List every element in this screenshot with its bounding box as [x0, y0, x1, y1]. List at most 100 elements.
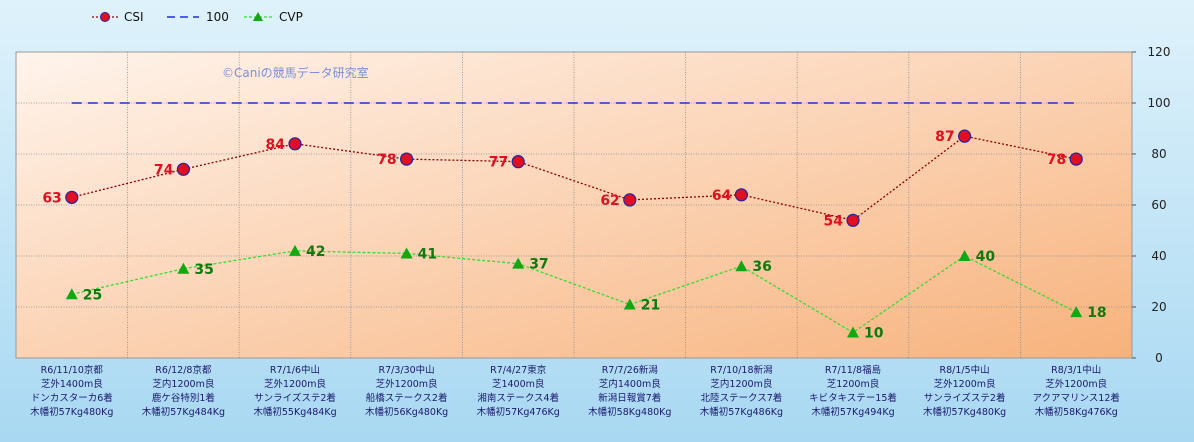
series-line-csi: [71, 135, 1077, 222]
x-tick-line: R7/1/6中山: [270, 364, 320, 376]
data-label: 63: [42, 190, 61, 206]
watermark: ©Caniの競馬データ研究室: [222, 65, 369, 80]
x-tick-line: R7/10/18新潟: [710, 364, 772, 376]
x-tick-line: R8/1/5中山: [940, 364, 990, 376]
x-tick-line: 芝外1400m良: [41, 378, 103, 390]
data-label: 62: [600, 193, 619, 209]
data-label: 84: [266, 137, 286, 153]
data-label: 10: [864, 326, 884, 342]
x-tick-line: 木幡初58Kg480Kg: [588, 406, 671, 418]
legend: CSI 100 CVP: [92, 10, 303, 24]
y-tick-label: 60: [1151, 198, 1166, 212]
x-tick-line: 湘南ステークス4着: [477, 392, 559, 404]
data-point: [65, 288, 78, 300]
data-label: 37: [529, 257, 548, 273]
data-label: 35: [194, 262, 213, 278]
legend-label-cvp: CVP: [279, 10, 303, 24]
x-tick-line: R6/12/8京都: [155, 364, 212, 376]
data-label: 54: [824, 213, 844, 229]
x-tick-line: 芝外1200m良: [376, 378, 438, 390]
data-label: 64: [712, 188, 732, 204]
x-tick-line: 木幡初55Kg484Kg: [253, 406, 336, 418]
x-tick-line: 芝内1200m良: [710, 378, 772, 390]
series-cvp: 25 35 42 41 37 21 36 10 40 18: [65, 244, 1107, 342]
data-point: [176, 162, 190, 176]
x-tick-line: 木幡初57Kg476Kg: [477, 406, 560, 418]
x-tick-line: R8/3/1中山: [1051, 364, 1101, 376]
data-point: [177, 262, 190, 274]
legend-item-100: 100: [167, 10, 229, 24]
x-tick-line: アクアマリンス12着: [1032, 392, 1119, 404]
data-point: [511, 155, 525, 169]
data-label: 36: [752, 259, 771, 275]
data-point: [65, 190, 79, 204]
x-tick-line: 北陸ステークス7着: [701, 392, 783, 404]
x-tick-line: 鹿ケ谷特別1着: [152, 392, 215, 404]
legend-item-cvp: CVP: [244, 10, 303, 24]
data-point: [957, 129, 972, 143]
data-point: [400, 152, 414, 166]
series: 63 74 84 78 77 62 64 54 87 78 25 35 42 41 37 21 36 10 40 18: [42, 102, 1107, 342]
x-tick-line: 木幡初57Kg480Kg: [30, 406, 113, 418]
data-point: [847, 326, 859, 338]
x-tick-line: サンライズステ2着: [254, 392, 336, 404]
legend-item-csi: CSI: [92, 10, 144, 24]
x-tick-line: 木幡初57Kg480Kg: [923, 406, 1006, 418]
x-tick-line: 芝外1200m良: [264, 378, 326, 390]
y-tick-label: 100: [1148, 96, 1171, 110]
x-tick-line: キビタキステー15着: [809, 392, 897, 404]
data-label: 74: [154, 162, 174, 178]
data-point: [846, 213, 860, 227]
data-point: [623, 193, 637, 207]
y-tick-label: 80: [1151, 147, 1166, 161]
data-label: 42: [306, 244, 325, 260]
y-tick-label: 40: [1151, 249, 1166, 263]
x-tick-line: R7/7/26新潟: [602, 364, 658, 376]
x-tick-line: 木幡初58Kg476Kg: [1035, 406, 1118, 418]
data-point: [958, 250, 971, 261]
y-tick-label: 20: [1151, 300, 1166, 314]
data-label: 21: [641, 297, 660, 313]
data-point: [1070, 306, 1083, 318]
legend-label-csi: CSI: [124, 10, 144, 24]
data-label: 41: [418, 246, 437, 262]
x-tick-line: ドンカスターカ6着: [31, 392, 113, 404]
x-tick-line: 新潟日報賞7着: [598, 392, 661, 404]
data-label: 78: [377, 152, 396, 168]
x-tick-line: 木幡初56Kg480Kg: [365, 406, 448, 418]
data-point: [623, 298, 636, 310]
x-tick-line: 芝1400m良: [492, 378, 545, 390]
series-line-cvp: [71, 250, 1077, 334]
data-label: 87: [935, 129, 954, 145]
x-tick-line: 芝内1200m良: [152, 378, 214, 390]
series-csi: 63 74 84 78 77 62 64 54 87 78: [42, 129, 1083, 229]
x-tick-line: 木幡初57Kg484Kg: [142, 406, 225, 418]
x-tick-line: サンライズステ2着: [924, 392, 1006, 404]
y-axis: 0 20 40 60 80 100 120: [1132, 45, 1170, 365]
x-tick-line: 木幡初57Kg486Kg: [700, 406, 783, 418]
x-tick-line: R7/4/27東京: [490, 364, 546, 376]
legend-label-100: 100: [206, 10, 229, 24]
data-point: [734, 188, 749, 202]
data-label: 77: [489, 155, 508, 171]
x-tick-line: 芝外1200m良: [1045, 378, 1107, 390]
data-point: [735, 260, 748, 272]
data-point: [288, 137, 302, 151]
x-tick-line: 船橋ステークス2着: [366, 392, 448, 404]
x-tick-line: R7/11/8福島: [825, 364, 881, 376]
data-point: [512, 257, 525, 269]
data-label: 78: [1047, 152, 1066, 168]
y-tick-label: 0: [1155, 351, 1163, 365]
x-tick-line: R7/3/30中山: [379, 364, 435, 376]
x-tick-line: 芝外1200m良: [934, 378, 996, 390]
